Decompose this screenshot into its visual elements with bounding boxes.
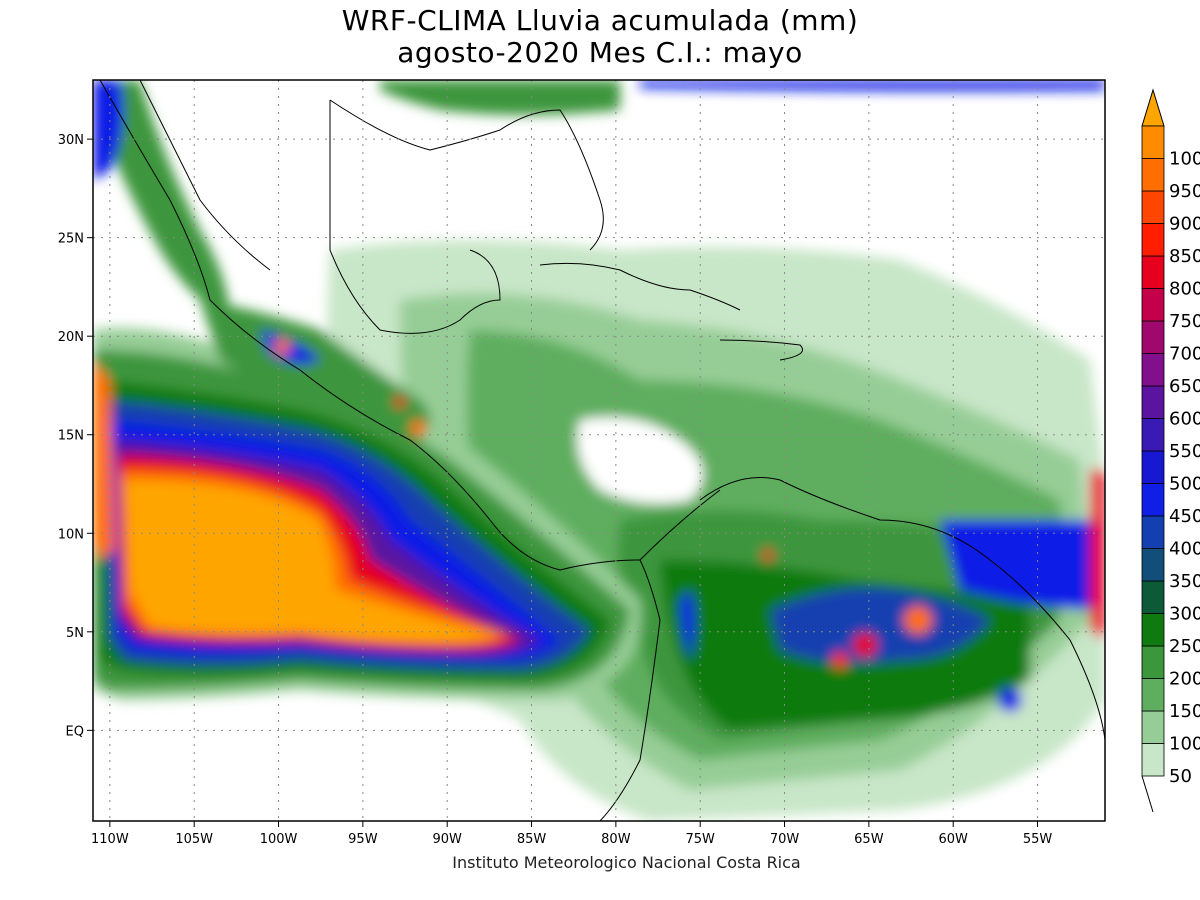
lon-tick-label: 105W xyxy=(175,832,213,847)
lon-tick-label: 90W xyxy=(432,832,462,847)
colorbar-swatch xyxy=(1141,743,1165,777)
colorbar: 50 100 150 200 250 300 350 400 450 500 550 600 650 70… xyxy=(1141,88,1200,813)
colorbar-swatch xyxy=(1141,483,1165,517)
colorbar-swatch xyxy=(1141,385,1165,419)
map-frame xyxy=(92,79,1106,822)
colorbar-swatch xyxy=(1141,678,1165,712)
lon-tick-label: 80W xyxy=(601,832,631,847)
lat-tick-label: EQ xyxy=(66,724,84,739)
colorbar-swatch xyxy=(1141,450,1165,484)
colorbar-label: 800 xyxy=(1169,279,1200,300)
colorbar-swatch xyxy=(1141,223,1165,257)
colorbar-label: 100 xyxy=(1169,734,1200,755)
colorbar-label: 200 xyxy=(1169,669,1200,690)
colorbar-swatch xyxy=(1141,190,1165,224)
latitude-axis: 30N 25N 20N 15N 10N 5N EQ xyxy=(58,133,93,739)
colorbar-swatch xyxy=(1141,288,1165,322)
lon-tick-label: 85W xyxy=(517,832,547,847)
colorbar-label: 400 xyxy=(1169,539,1200,560)
lon-tick-label: 60W xyxy=(938,832,968,847)
colorbar-swatch xyxy=(1141,580,1165,614)
lon-tick-label: 55W xyxy=(1023,832,1053,847)
colorbar-swatch xyxy=(1141,548,1165,582)
map-subtitle: agosto-2020 Mes C.I.: mayo xyxy=(397,36,803,69)
colorbar-label: 750 xyxy=(1169,311,1200,332)
colorbar-swatch xyxy=(1141,158,1165,192)
lon-tick-label: 100W xyxy=(260,832,298,847)
lon-tick-label: 110W xyxy=(91,832,129,847)
colorbar-label: 150 xyxy=(1169,701,1200,722)
lat-tick-label: 10N xyxy=(58,527,84,542)
coastlines xyxy=(99,80,1105,821)
colorbar-label: 500 xyxy=(1169,474,1200,495)
colorbar-bottom-arrow xyxy=(1141,775,1154,813)
lat-tick-label: 25N xyxy=(58,232,84,247)
colorbar-label: 650 xyxy=(1169,376,1200,397)
colorbar-label: 950 xyxy=(1169,181,1200,202)
colorbar-swatch xyxy=(1141,645,1165,679)
colorbar-label: 600 xyxy=(1169,409,1200,430)
lat-tick-label: 20N xyxy=(58,330,84,345)
colorbar-label: 50 xyxy=(1169,766,1192,787)
colorbar-top-arrow xyxy=(1141,88,1165,127)
colorbar-label: 450 xyxy=(1169,506,1200,527)
colorbar-swatch xyxy=(1141,353,1165,387)
colorbar-label: 850 xyxy=(1169,246,1200,267)
map-title: WRF-CLIMA Lluvia acumulada (mm) xyxy=(341,4,859,37)
colorbar-label: 100 xyxy=(1169,149,1200,170)
colorbar-swatch xyxy=(1141,515,1165,549)
colorbar-label: 700 xyxy=(1169,344,1200,365)
precipitation-field xyxy=(93,80,1105,821)
longitude-axis: 110W 105W 100W 95W 90W 85W 80W 75W 70W 65W 60W 55W xyxy=(91,821,1052,847)
colorbar-label: 900 xyxy=(1169,214,1200,235)
colorbar-swatch xyxy=(1141,255,1165,289)
colorbar-label: 300 xyxy=(1169,604,1200,625)
colorbar-swatch xyxy=(1141,418,1165,452)
lat-lon-grid xyxy=(93,80,1105,821)
colorbar-label: 350 xyxy=(1169,571,1200,592)
lon-tick-label: 65W xyxy=(854,832,884,847)
colorbar-swatch xyxy=(1141,320,1165,354)
lat-tick-label: 5N xyxy=(66,626,84,641)
lat-tick-label: 30N xyxy=(58,133,84,148)
colorbar-label: 250 xyxy=(1169,636,1200,657)
lat-tick-label: 15N xyxy=(58,429,84,444)
footer-credit: Instituto Meteorologico Nacional Costa R… xyxy=(452,853,801,872)
lon-tick-label: 70W xyxy=(770,832,800,847)
lon-tick-label: 95W xyxy=(348,832,378,847)
colorbar-swatch xyxy=(1141,125,1165,159)
colorbar-swatch xyxy=(1141,710,1165,744)
colorbar-swatch xyxy=(1141,613,1165,647)
lon-tick-label: 75W xyxy=(685,832,715,847)
colorbar-label: 550 xyxy=(1169,441,1200,462)
